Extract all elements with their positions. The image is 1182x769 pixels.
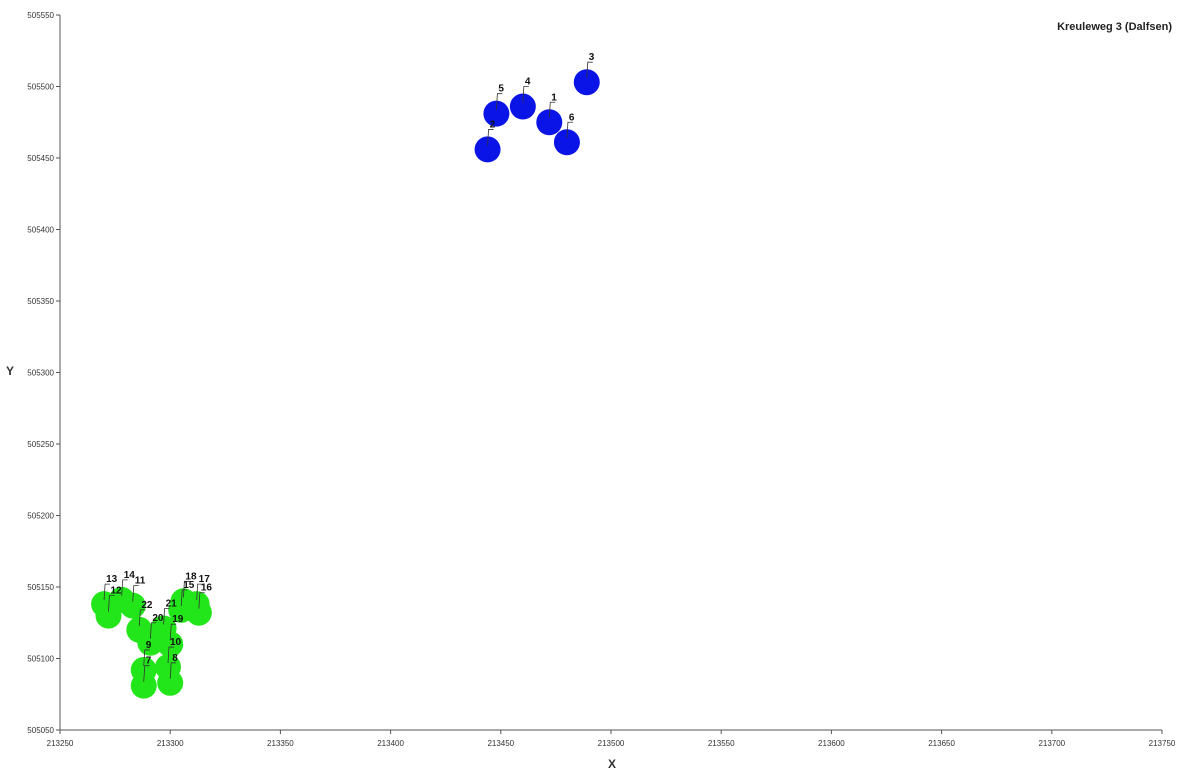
point-label: 5 — [498, 84, 504, 95]
point-label: 14 — [124, 570, 136, 581]
point-label: 8 — [172, 653, 178, 664]
point-label: 18 — [185, 571, 197, 582]
y-tick-label: 505500 — [27, 83, 54, 92]
label-leader-line — [495, 93, 503, 110]
x-tick-label: 213750 — [1149, 739, 1176, 748]
y-axis-ticks: 505050 505100 505150 505200 505250 505300 5053… — [27, 11, 60, 735]
point-label: 2 — [490, 119, 496, 130]
label-leader-line — [180, 589, 188, 606]
label-leader-line — [183, 580, 190, 598]
point-label: 17 — [199, 574, 211, 585]
label-leader-line — [103, 583, 111, 601]
y-tick-label: 505250 — [27, 440, 54, 449]
x-tick-label: 213250 — [47, 739, 74, 748]
point-label: 15 — [183, 580, 195, 591]
label-leader-line — [132, 585, 139, 602]
data-point — [509, 93, 536, 120]
y-tick-label: 505100 — [27, 655, 54, 664]
point-label: 21 — [166, 598, 178, 609]
x-axis-ticks: 213250 213300 213350 213400 213450 213500 2135… — [47, 730, 1176, 748]
y-tick-label: 505550 — [27, 11, 54, 20]
y-tick-label: 505050 — [27, 726, 54, 735]
label-leader-line — [522, 86, 529, 103]
label-leader-line — [163, 608, 170, 625]
data-point — [108, 586, 135, 613]
data-point — [483, 100, 510, 127]
point-label: 3 — [589, 52, 595, 63]
chart-title: Kreuleweg 3 (Dalfsen) — [1057, 21, 1172, 33]
data-point — [126, 616, 153, 643]
y-axis-label: Y — [6, 364, 14, 378]
label-leader-line — [143, 649, 150, 666]
data-point — [154, 654, 181, 681]
point-label: 22 — [141, 600, 153, 611]
x-tick-label: 213650 — [928, 739, 955, 748]
x-tick-label: 213450 — [487, 739, 514, 748]
y-tick-label: 505200 — [27, 512, 54, 521]
point-label: 1 — [551, 92, 557, 103]
y-tick-label: 505300 — [27, 369, 54, 378]
x-tick-label: 213600 — [818, 739, 845, 748]
label-leader-line — [196, 583, 203, 601]
label-leader-line — [149, 622, 157, 639]
x-tick-label: 213300 — [157, 739, 184, 748]
x-tick-label: 213550 — [708, 739, 735, 748]
label-leader-line — [143, 665, 150, 682]
point-label: 20 — [152, 613, 164, 624]
y-tick-label: 505400 — [27, 226, 54, 235]
label-leader-line — [138, 609, 146, 626]
data-point — [130, 656, 157, 683]
label-leader-line — [487, 129, 494, 146]
label-leader-line — [121, 579, 128, 596]
point-label: 13 — [106, 574, 118, 585]
data-point — [553, 129, 580, 156]
point-label: 10 — [170, 637, 182, 648]
label-leader-line — [566, 121, 573, 139]
y-tick-label: 505450 — [27, 154, 54, 163]
label-leader-line — [167, 646, 174, 664]
point-label: 4 — [525, 77, 531, 88]
x-tick-label: 213400 — [377, 739, 404, 748]
label-leader-line — [586, 61, 593, 79]
point-label: 16 — [201, 583, 213, 594]
point-label: 12 — [110, 586, 122, 597]
data-point — [170, 588, 197, 615]
x-tick-label: 213700 — [1038, 739, 1065, 748]
data-point — [573, 69, 600, 96]
label-leader-line — [198, 592, 205, 609]
point-label: 7 — [146, 656, 152, 667]
point-label: 9 — [146, 640, 152, 651]
x-tick-label: 213350 — [267, 739, 294, 748]
y-tick-label: 505350 — [27, 297, 54, 306]
data-point — [536, 109, 563, 136]
label-leader-line — [108, 595, 115, 612]
data-point — [150, 615, 177, 642]
point-label: 6 — [569, 112, 575, 123]
point-label: 19 — [172, 614, 184, 625]
x-axis-label: X — [608, 757, 616, 769]
y-tick-label: 505150 — [27, 583, 54, 592]
data-points — [91, 69, 600, 699]
label-leader-line — [169, 662, 177, 679]
data-point — [474, 136, 501, 163]
point-label: 11 — [135, 576, 146, 587]
label-leader-line — [548, 101, 556, 119]
label-leader-line — [169, 623, 177, 641]
x-tick-label: 213500 — [598, 739, 625, 748]
